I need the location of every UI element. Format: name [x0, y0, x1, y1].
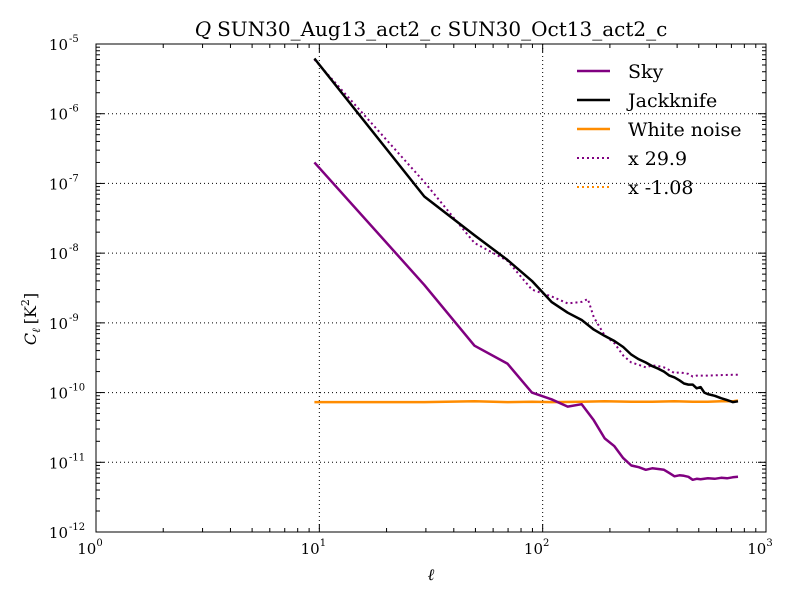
- y-tick-label: 10-8: [49, 243, 79, 263]
- legend-label-sky: Sky: [628, 61, 664, 83]
- y-tick-label: 10-10: [49, 383, 85, 403]
- series-line-white-noise: [314, 399, 739, 404]
- legend: Sky Jackknife White noise x 29.9 x -1.08: [577, 61, 742, 199]
- grid: [95, 43, 767, 533]
- plot-frame: [95, 43, 767, 533]
- ticks: 100 101 102 103 10-12 10-11 10-10 10-9 10-8 10-7 1…: [49, 34, 773, 558]
- y-axis-label: Cℓ[K2]: [19, 293, 43, 345]
- series-line-sky: [313, 161, 739, 482]
- series-line-jackknife: [313, 57, 739, 404]
- x-tick-label: 100: [77, 538, 102, 558]
- legend-label-x-1-08: x -1.08: [628, 177, 693, 199]
- legend-label-x-29-9: x 29.9: [628, 148, 687, 170]
- y-tick-label: 10-12: [49, 522, 85, 542]
- series-group: [313, 57, 739, 482]
- legend-label-white-noise: White noise: [628, 119, 742, 141]
- x-tick-label: 103: [747, 538, 772, 558]
- legend-label-jackknife: Jackknife: [626, 90, 717, 112]
- y-tick-label: 10-6: [49, 104, 79, 124]
- y-tick-label: 10-5: [49, 34, 79, 54]
- y-tick-label: 10-11: [49, 452, 85, 472]
- y-tick-label: 10-7: [49, 173, 79, 193]
- chart-title: Q SUN30_Aug13_act2_c SUN30_Oct13_act2_c: [195, 17, 668, 41]
- x-axis-label: ℓ: [428, 565, 435, 584]
- y-tick-label: 10-9: [49, 313, 79, 333]
- series-line-x-29-9: [313, 58, 738, 378]
- x-tick-label: 102: [524, 538, 549, 558]
- x-tick-label: 101: [301, 538, 326, 558]
